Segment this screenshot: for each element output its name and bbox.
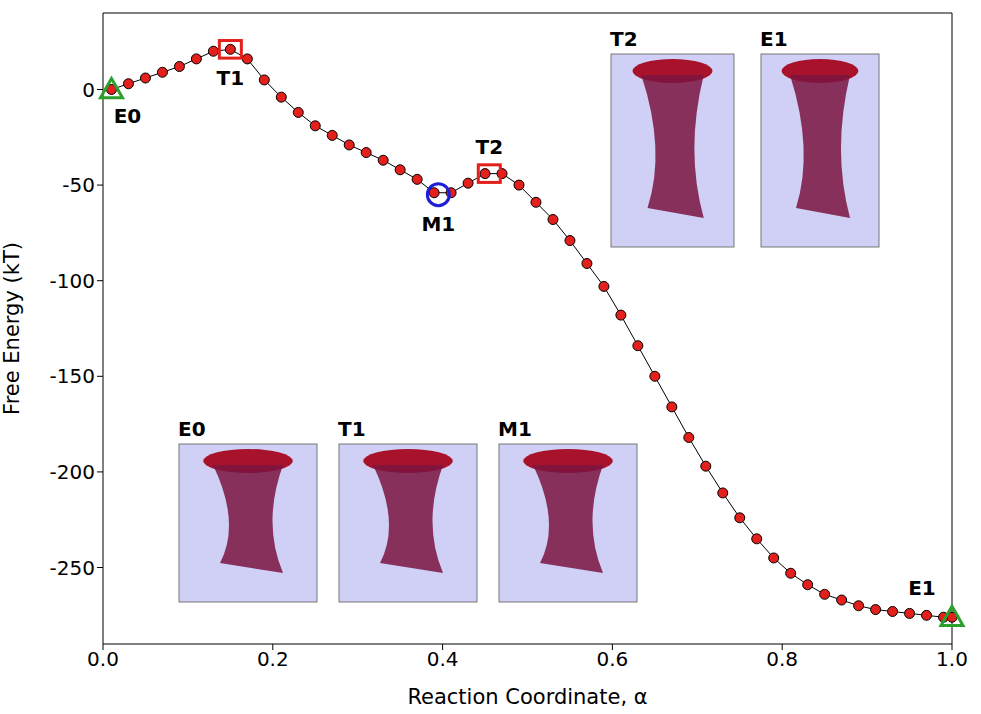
svg-text:0.0: 0.0: [87, 647, 119, 671]
html-text:E1: E1: [760, 27, 788, 51]
svg-text:E1: E1: [908, 576, 936, 600]
svg-text:-100: -100: [50, 269, 95, 293]
svg-text:M1: M1: [421, 212, 455, 236]
html-text:T1: T1: [338, 417, 366, 441]
html-text:E0: E0: [178, 417, 206, 441]
svg-text:0: 0: [82, 78, 95, 102]
svg-text:1.0: 1.0: [936, 647, 968, 671]
svg-text:T2: T2: [476, 135, 504, 159]
html-text:M1: M1: [498, 417, 532, 441]
svg-text:0.8: 0.8: [766, 647, 798, 671]
svg-text:-200: -200: [50, 460, 95, 484]
svg-text:-50: -50: [62, 173, 95, 197]
svg-text:0.2: 0.2: [257, 647, 289, 671]
svg-text:0.6: 0.6: [596, 647, 628, 671]
svg-text:-250: -250: [50, 556, 95, 580]
svg-text:E0: E0: [114, 104, 142, 128]
html-text:T2: T2: [610, 27, 638, 51]
svg-text:0.4: 0.4: [427, 647, 459, 671]
svg-text:-150: -150: [50, 364, 95, 388]
svg-text:Reaction Coordinate, α: Reaction Coordinate, α: [407, 685, 647, 709]
svg-text:T1: T1: [217, 66, 245, 90]
svg-text:Free Energy (kT): Free Energy (kT): [0, 242, 24, 415]
